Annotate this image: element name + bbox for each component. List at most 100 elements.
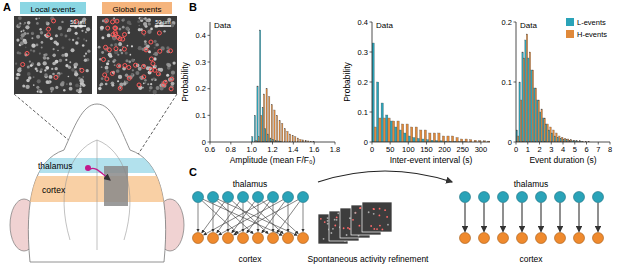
cell	[75, 32, 78, 35]
x-tick-label: 1	[526, 145, 530, 154]
cell	[166, 74, 169, 77]
cell	[37, 91, 39, 93]
cell	[22, 85, 25, 88]
projection	[540, 203, 541, 232]
cell	[143, 18, 145, 20]
frame-cell	[330, 232, 332, 234]
y-tick	[370, 82, 373, 83]
cell	[41, 41, 44, 44]
bar	[287, 131, 288, 142]
bar	[541, 109, 542, 142]
bar	[451, 136, 453, 142]
bar	[274, 110, 275, 142]
cell	[113, 17, 115, 19]
cell	[31, 44, 35, 48]
active-cell	[52, 19, 56, 23]
bars	[252, 30, 315, 142]
bar	[402, 124, 404, 142]
local-label: Local events	[31, 5, 76, 14]
frame-cell	[334, 225, 336, 227]
projection	[218, 199, 297, 235]
active-cell	[110, 71, 114, 75]
cell	[23, 23, 25, 25]
cell	[85, 53, 87, 55]
bar	[547, 124, 548, 142]
thalamus-node	[498, 192, 509, 203]
panel-label: C	[189, 166, 197, 178]
frame-bg	[362, 202, 392, 232]
cell	[83, 55, 85, 57]
cell	[153, 77, 156, 80]
legend-label: L-events	[577, 18, 606, 27]
active-cell	[169, 49, 173, 53]
cell	[122, 19, 125, 22]
cell	[86, 40, 88, 42]
frame-cell	[360, 207, 362, 209]
thalamus-node	[298, 192, 309, 203]
cell	[21, 33, 25, 37]
cell	[16, 76, 19, 79]
cell	[43, 61, 47, 65]
projection	[303, 203, 304, 232]
cell	[82, 80, 84, 82]
frame-cell	[347, 227, 349, 229]
y-tick	[514, 142, 517, 143]
caption: Spontaneous activity refinement	[308, 254, 430, 264]
bar	[545, 124, 546, 142]
bar	[540, 112, 541, 142]
bars	[516, 34, 589, 142]
cell	[40, 68, 43, 71]
cell	[128, 60, 131, 63]
cell	[37, 62, 41, 66]
cell	[72, 39, 74, 41]
figure: ABCLocal eventsGlobal events50 μm50 μmth…	[0, 0, 617, 270]
active-cell	[144, 48, 148, 52]
cell	[116, 69, 120, 73]
y-tick-label: 0.1	[358, 108, 368, 117]
cell	[52, 54, 56, 58]
cell	[47, 57, 50, 60]
x-tick-label: 0.8	[226, 145, 236, 154]
micrograph: 50 μm	[14, 16, 92, 94]
bar	[424, 130, 426, 142]
cell	[68, 76, 70, 78]
cell	[172, 61, 175, 64]
cell	[18, 16, 22, 20]
bar	[404, 133, 406, 142]
x-tick-label: 5	[573, 145, 577, 154]
legend-swatch	[566, 30, 574, 38]
frame-cell	[359, 225, 361, 227]
x-axis-label: Amplitude (mean F/F₀)	[230, 155, 316, 165]
x-tick-label: 3	[549, 145, 553, 154]
cell	[61, 21, 63, 23]
active-cell	[122, 33, 126, 37]
bar	[551, 133, 552, 142]
cell	[121, 52, 123, 54]
bar	[252, 137, 253, 142]
active-cell	[47, 27, 51, 31]
active-cell	[127, 76, 131, 80]
cell	[36, 69, 39, 72]
y-tick	[208, 142, 211, 143]
bar	[442, 136, 444, 142]
cell	[156, 43, 159, 46]
bar	[413, 138, 415, 143]
cell	[171, 71, 175, 75]
frame-cell	[379, 208, 381, 210]
active-cell	[113, 26, 117, 30]
cell	[110, 44, 113, 47]
frame-cell	[323, 238, 325, 240]
cortex-node	[479, 233, 490, 244]
cell	[132, 59, 135, 62]
bar	[261, 115, 262, 142]
bar	[292, 135, 293, 142]
bar	[522, 52, 523, 142]
thalamus-site	[85, 165, 91, 171]
cell	[36, 86, 39, 89]
cell	[154, 40, 157, 43]
y-tick-label: 0.4	[358, 18, 368, 27]
cell	[101, 36, 104, 39]
cell	[106, 62, 109, 65]
cell	[135, 71, 139, 75]
x-tick-label: 1.4	[288, 145, 298, 154]
